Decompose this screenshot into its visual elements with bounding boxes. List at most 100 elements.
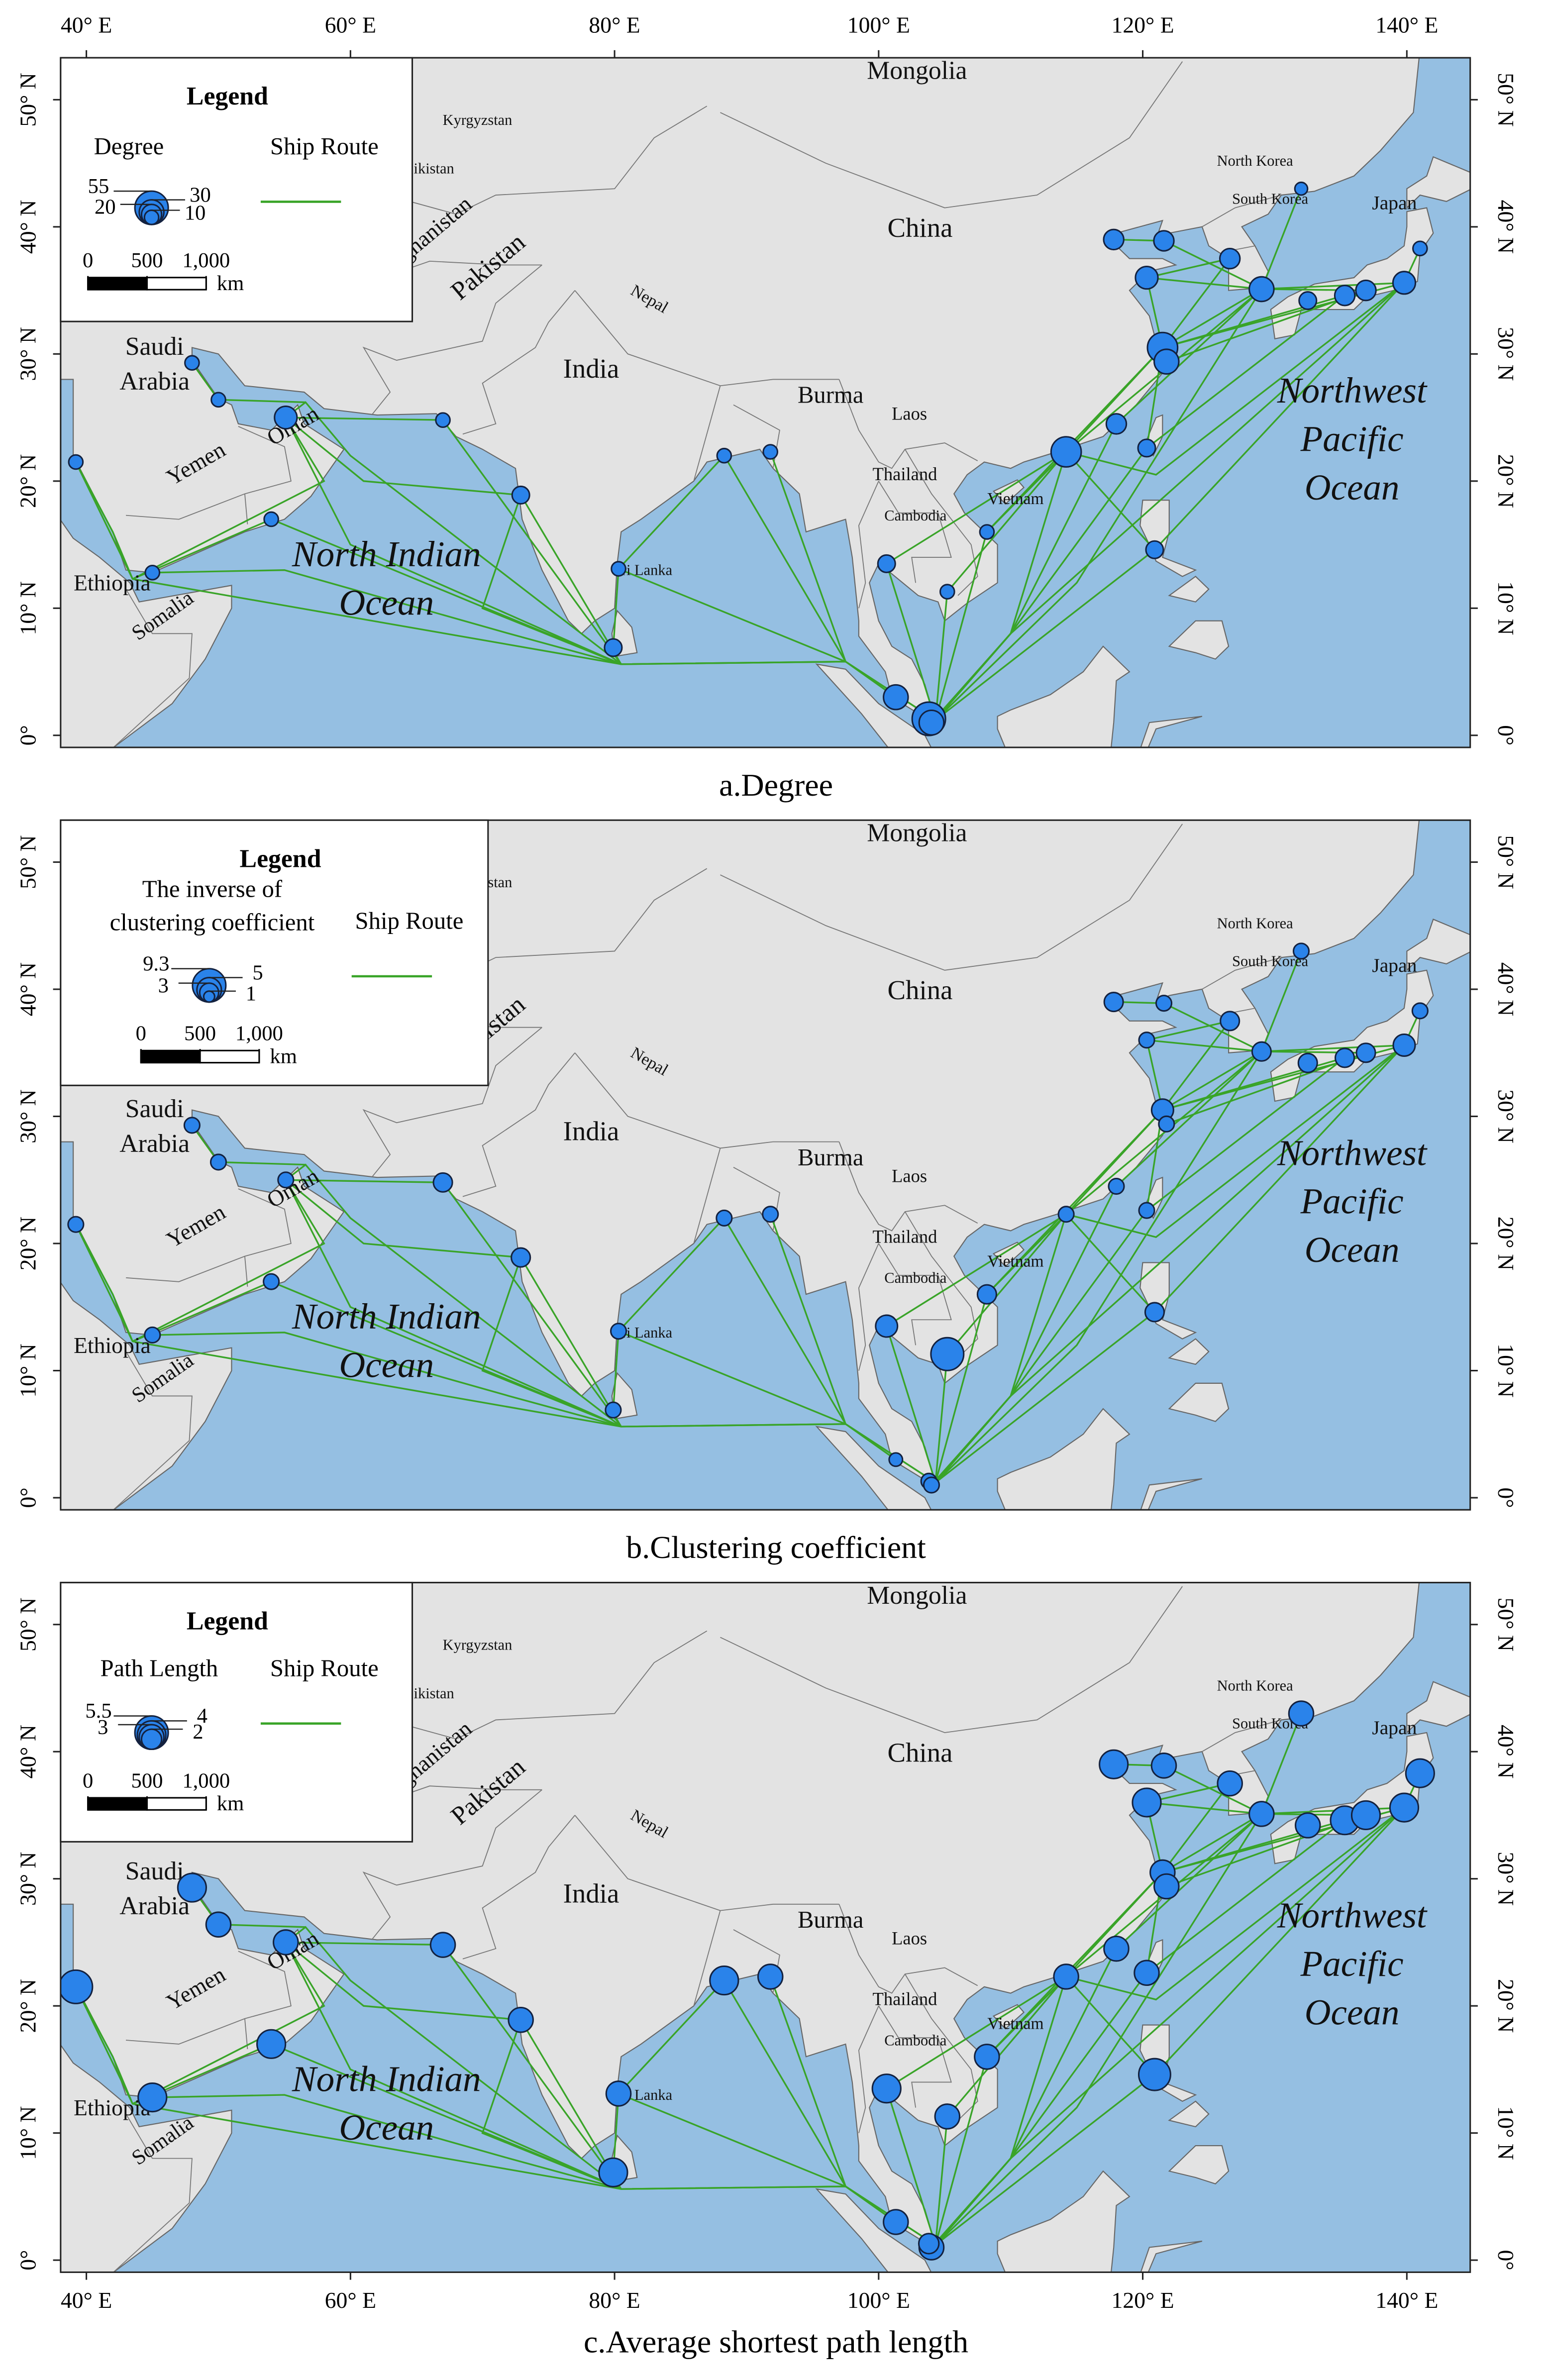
port-node [1405, 1758, 1435, 1788]
y-tick-label: 30° N [1493, 1852, 1519, 1906]
place-label: Laos [892, 1928, 927, 1949]
place-label: Mongolia [867, 819, 967, 847]
place-label: Burma [798, 1906, 864, 1933]
ship-route [1116, 1050, 1262, 1187]
port-node [210, 392, 226, 408]
y-tick-label: 20° N [15, 1979, 40, 2033]
scale-label: 0 [136, 1022, 146, 1045]
port-node [1137, 2058, 1171, 2091]
land [1168, 1382, 1230, 1422]
border [838, 1141, 978, 1232]
legend-heading: clustering coefficient [110, 909, 315, 936]
scale-unit: km [270, 1044, 297, 1068]
x-tick-label: 60° E [325, 2287, 376, 2313]
ship-route [1146, 1039, 1163, 1111]
ship-route [218, 1161, 306, 1166]
scale-label: 500 [131, 1769, 163, 1792]
ship-route [618, 1330, 846, 1425]
port-node [888, 1452, 904, 1467]
scale-label: 1,000 [182, 1769, 230, 1792]
land [60, 2044, 232, 2273]
port-node [1355, 279, 1377, 302]
port-node [934, 2103, 961, 2130]
port-node [1153, 348, 1180, 375]
y-tick-label: 20° N [15, 454, 40, 508]
legend-size-circle [140, 1728, 163, 1751]
ship-route [723, 1218, 846, 1425]
scale-label: 0 [83, 249, 93, 272]
border [574, 1815, 839, 1911]
legend-size-label: 3 [98, 1716, 108, 1739]
ship-route [1162, 288, 1262, 348]
port-node [1298, 291, 1318, 310]
port-node [263, 1273, 280, 1290]
y-tick-label: 40° N [1493, 200, 1519, 254]
ship-route [1116, 288, 1262, 424]
ship-route [442, 1944, 622, 2190]
port-node [1297, 1052, 1318, 1073]
place-label: Thailand [873, 1989, 937, 2009]
y-tick-label: 30° N [15, 1852, 40, 1906]
place-label: Japan [1372, 192, 1417, 214]
ship-route [886, 1975, 1067, 2089]
ship-route [285, 417, 621, 665]
legend-heading: Degree [94, 133, 164, 160]
ship-route [1146, 1039, 1262, 1052]
land [1140, 2240, 1203, 2273]
port-node [1153, 1873, 1180, 1900]
y-tick-label: 0° [15, 725, 40, 745]
ship-route [1260, 1713, 1302, 1814]
ship-route [1261, 282, 1404, 290]
port-node [1134, 265, 1159, 290]
border [720, 61, 1183, 208]
y-tick-label: 10° N [1493, 1344, 1519, 1397]
y-tick-label: 20° N [15, 1217, 40, 1270]
port-node [273, 1929, 299, 1956]
place-label: India [563, 1116, 619, 1146]
place-label: China [888, 975, 953, 1005]
ship-route [1146, 295, 1345, 449]
port-node [1155, 995, 1173, 1012]
land [992, 1242, 1025, 1267]
scale-bar [87, 277, 148, 291]
border [1202, 195, 1282, 227]
y-tick-label: 40° N [15, 200, 40, 254]
port-node [1103, 228, 1125, 251]
place-label: North Indian [292, 2059, 481, 2099]
port-node [274, 405, 298, 430]
border [126, 1951, 292, 2045]
port-node [1295, 1812, 1321, 1839]
place-label: Arabia [119, 1892, 190, 1920]
place-label: Vietnam [987, 490, 1043, 508]
place-label: Thailand [873, 464, 937, 484]
ship-route [618, 568, 846, 663]
ship-route [934, 592, 948, 721]
place-label: Ocean [339, 1345, 434, 1385]
border [905, 449, 978, 596]
border [1202, 957, 1282, 990]
ship-route [1146, 1057, 1345, 1211]
ship-route [886, 1326, 936, 1483]
y-tick-label: 50° N [1493, 73, 1519, 126]
port-node [1292, 942, 1310, 960]
border [126, 1188, 292, 1282]
ship-route [935, 549, 1155, 721]
land [1139, 2024, 1197, 2102]
place-label: Vietnam [987, 2015, 1043, 2033]
port-node [508, 2007, 534, 2033]
border [362, 264, 542, 415]
ship-route [286, 1941, 443, 1946]
place-label: Kazakhstan [455, 1560, 576, 1588]
scale-bar [146, 277, 207, 291]
legend-size-circle [203, 990, 215, 1003]
land [1168, 2100, 1210, 2128]
port-node [1153, 230, 1175, 252]
y-tick-label: 50° N [15, 1598, 40, 1652]
border [462, 290, 576, 435]
border [720, 824, 1183, 971]
border [362, 1789, 542, 1940]
place-label: Mongolia [867, 1581, 967, 1610]
port-node [1334, 285, 1356, 307]
ship-route [520, 495, 622, 665]
ship-route [285, 1942, 521, 2021]
